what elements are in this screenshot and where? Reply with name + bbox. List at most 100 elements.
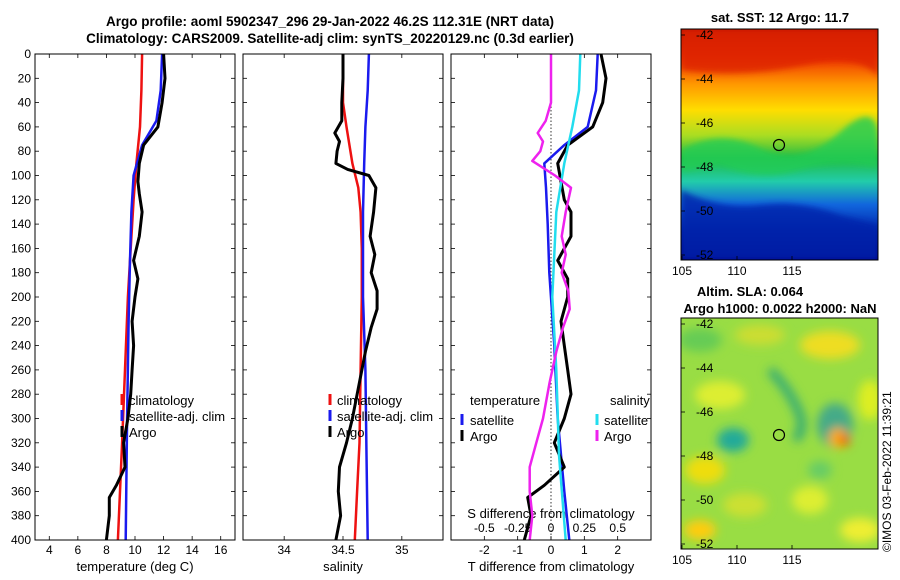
y-tick-label: 80 bbox=[18, 144, 32, 158]
sst-map-title: sat. SST: 12 Argo: 11.7 bbox=[711, 10, 849, 25]
differences-panel: -2 -1 0 1 2 T difference from climatology S di… bbox=[450, 53, 652, 574]
plot-frame bbox=[450, 53, 652, 541]
plot-frame bbox=[34, 53, 236, 541]
x-tick-label: 34.5 bbox=[331, 543, 355, 557]
copyright-label: ©IMOS 03-Feb-2022 11:39:21 bbox=[880, 391, 894, 552]
legend-label: satellite-adj. clim bbox=[129, 409, 225, 424]
s-tick-label: 0.25 bbox=[573, 521, 597, 535]
legend-label: satellite-adj. clim bbox=[337, 409, 433, 424]
series-line-satellite-adj-clim bbox=[124, 53, 164, 541]
s-tick-label: -0.5 bbox=[474, 521, 495, 535]
map-x-tick-label: 105 bbox=[672, 264, 692, 278]
y-tick-label: 120 bbox=[11, 193, 31, 207]
map-y-tick-label: -50 bbox=[696, 204, 714, 218]
x-tick-label: 6 bbox=[75, 543, 82, 557]
x-tick-label: 0 bbox=[548, 543, 555, 557]
y-tick-label: 0 bbox=[24, 47, 31, 61]
x-tick-label: 10 bbox=[128, 543, 142, 557]
plot-background bbox=[243, 54, 443, 540]
legend-title: salinity bbox=[610, 393, 650, 408]
map-y-tick-label: -48 bbox=[696, 449, 714, 463]
series-line-satellite-adj-clim bbox=[361, 53, 371, 541]
map-x-tick-label: 105 bbox=[672, 553, 692, 567]
map-y-tick-label: -52 bbox=[696, 537, 714, 551]
y-tick-label: 320 bbox=[11, 436, 31, 450]
temperature-panel: 0 20 40 60 80 100 120 140 160 180 200 220 240 260 280 3… bbox=[11, 47, 236, 574]
legend-label: Argo bbox=[129, 425, 156, 440]
y-tick-label: 360 bbox=[11, 484, 31, 498]
x-axis-label: temperature (deg C) bbox=[76, 559, 193, 574]
legend-title: temperature bbox=[470, 393, 540, 408]
x-tick-label: 35 bbox=[395, 543, 409, 557]
argo-location-marker bbox=[772, 138, 786, 152]
series-line-argo bbox=[104, 53, 167, 541]
y-tick-label: 180 bbox=[11, 266, 31, 280]
map-y-tick-label: -44 bbox=[696, 72, 714, 86]
legend-label: satellite bbox=[604, 413, 648, 428]
y-tick-label: 160 bbox=[11, 241, 31, 255]
sla-map-title-line1: Altim. SLA: 0.064 bbox=[697, 284, 804, 299]
s-tick-label: -0.25 bbox=[504, 521, 532, 535]
y-tick-label: 280 bbox=[11, 387, 31, 401]
x-axis-label: T difference from climatology bbox=[468, 559, 635, 574]
y-tick-label: 220 bbox=[11, 314, 31, 328]
sst-map: sat. SST: 12 Argo: 11.7 -42 -44 -46 -48 -50 -… bbox=[672, 10, 879, 278]
map-y-tick-label: -48 bbox=[696, 160, 714, 174]
x-tick-label: 2 bbox=[614, 543, 621, 557]
x-tick-label: 1 bbox=[581, 543, 588, 557]
x-tick-label: 12 bbox=[157, 543, 171, 557]
s-difference-label: S difference from climatology bbox=[467, 506, 635, 521]
x-tick-label: -2 bbox=[479, 543, 490, 557]
y-tick-label: 100 bbox=[11, 169, 31, 183]
legend-label: Argo bbox=[604, 429, 631, 444]
map-y-tick-label: -42 bbox=[696, 28, 714, 42]
map-y-tick-label: -42 bbox=[696, 317, 714, 331]
legend-label: climatology bbox=[129, 393, 195, 408]
chart-title-line2: Climatology: CARS2009. Satellite-adj cli… bbox=[86, 31, 574, 46]
map-x-tick-label: 115 bbox=[782, 264, 801, 278]
y-tick-label: 340 bbox=[11, 460, 31, 474]
map-x-tick-label: 115 bbox=[782, 553, 801, 567]
legend-label: satellite bbox=[470, 413, 514, 428]
series-line-climatology bbox=[341, 54, 364, 541]
y-tick-label: 400 bbox=[11, 533, 31, 547]
y-tick-label: 240 bbox=[11, 339, 31, 353]
series-line-argo bbox=[333, 54, 379, 541]
x-tick-label: -1 bbox=[512, 543, 523, 557]
map-y-tick-label: -52 bbox=[696, 248, 714, 262]
y-tick-label: 140 bbox=[11, 217, 31, 231]
y-tick-label: 20 bbox=[18, 71, 32, 85]
map-x-tick-label: 110 bbox=[727, 264, 746, 278]
legend-label: climatology bbox=[337, 393, 403, 408]
x-tick-label: 16 bbox=[214, 543, 228, 557]
map-y-tick-label: -46 bbox=[696, 405, 714, 419]
s-tick-label: 0 bbox=[548, 521, 555, 535]
legend-label: Argo bbox=[470, 429, 497, 444]
map-y-tick-label: -50 bbox=[696, 493, 714, 507]
series-line-salinity-argo bbox=[528, 54, 573, 541]
x-tick-label: 34 bbox=[277, 543, 291, 557]
y-tick-label: 300 bbox=[11, 412, 31, 426]
y-tick-label: 40 bbox=[18, 96, 32, 110]
x-tick-label: 8 bbox=[103, 543, 110, 557]
map-y-tick-label: -44 bbox=[696, 361, 714, 375]
y-tick-label: 260 bbox=[11, 363, 31, 377]
s-tick-label: 0.5 bbox=[609, 521, 626, 535]
chart-title-line1: Argo profile: aoml 5902347_296 29-Jan-20… bbox=[106, 14, 554, 29]
x-axis-label: salinity bbox=[323, 559, 363, 574]
argo-location-marker bbox=[772, 428, 786, 442]
plot-frame bbox=[242, 53, 444, 541]
salinity-panel: 34 34.5 35 salinity climatologysatellite-adj… bbox=[242, 53, 444, 574]
y-tick-label: 200 bbox=[11, 290, 31, 304]
map-x-tick-label: 110 bbox=[727, 553, 746, 567]
x-tick-label: 14 bbox=[185, 543, 199, 557]
y-tick-label: 380 bbox=[11, 509, 31, 523]
y-tick-label: 60 bbox=[18, 120, 32, 134]
legend-label: Argo bbox=[337, 425, 364, 440]
series-line-salinity-satellite bbox=[551, 53, 582, 541]
sla-map: Altim. SLA: 0.064 Argo h1000: 0.0022 h20… bbox=[672, 284, 879, 567]
sla-map-title-line2: Argo h1000: 0.0022 h2000: NaN bbox=[684, 301, 877, 316]
map-y-tick-label: -46 bbox=[696, 116, 714, 130]
x-tick-label: 4 bbox=[46, 543, 53, 557]
